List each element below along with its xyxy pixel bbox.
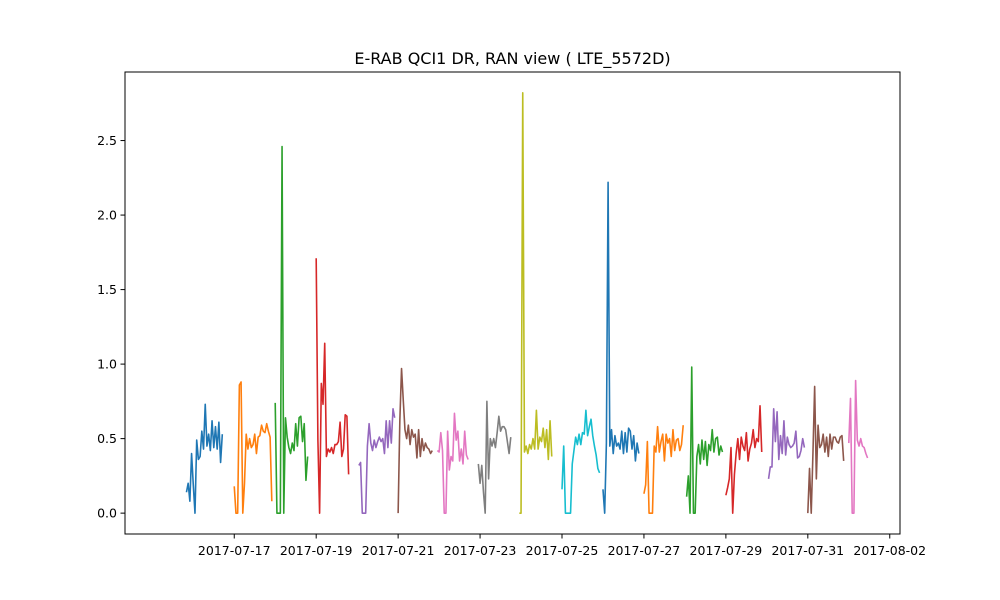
- series-layer: [185, 92, 869, 514]
- series-line-8: [477, 400, 512, 514]
- y-axis: 0.0 0.5 1.0 1.5 2.0 2.5: [97, 133, 125, 521]
- x-tick-label: 2017-07-25: [526, 543, 599, 558]
- plot-area-frame: [124, 71, 901, 535]
- x-tick-label: 2017-07-27: [608, 543, 681, 558]
- series-line-4: [315, 258, 350, 514]
- series-line-6: [397, 367, 433, 514]
- series-line-12: [643, 425, 684, 514]
- x-tick-label: 2017-07-23: [444, 543, 517, 558]
- series-line-5: [358, 408, 396, 514]
- x-axis: 2017-07-17 2017-07-19 2017-07-21 2017-07-23…: [198, 534, 926, 558]
- series-line-3: [274, 145, 309, 514]
- x-tick-label: 2017-07-19: [280, 543, 353, 558]
- series-line-2: [233, 381, 273, 514]
- x-tick-label: 2017-07-17: [198, 543, 271, 558]
- y-tick-label: 1.0: [97, 357, 117, 372]
- y-tick-label: 0.0: [97, 506, 117, 521]
- series-line-1: [185, 403, 224, 514]
- series-line-17: [847, 379, 869, 514]
- y-tick-label: 0.5: [97, 431, 117, 446]
- series-line-9: [519, 92, 553, 514]
- x-tick-label: 2017-07-29: [690, 543, 763, 558]
- series-line-11: [602, 181, 640, 514]
- y-tick-label: 2.5: [97, 133, 117, 148]
- series-line-10: [561, 409, 601, 514]
- x-tick-label: 2017-07-31: [771, 543, 844, 558]
- x-tick-label: 2017-07-21: [362, 543, 435, 558]
- series-line-14: [725, 405, 763, 514]
- series-line-15: [767, 408, 806, 479]
- series-line-16: [807, 385, 845, 514]
- series-line-7: [436, 412, 469, 514]
- chart-title: E-RAB QCI1 DR, RAN view ( LTE_5572D): [354, 49, 670, 69]
- series-line-13: [685, 366, 724, 514]
- x-tick-label: 2017-08-02: [853, 543, 926, 558]
- y-tick-label: 1.5: [97, 282, 117, 297]
- y-tick-label: 2.0: [97, 208, 117, 223]
